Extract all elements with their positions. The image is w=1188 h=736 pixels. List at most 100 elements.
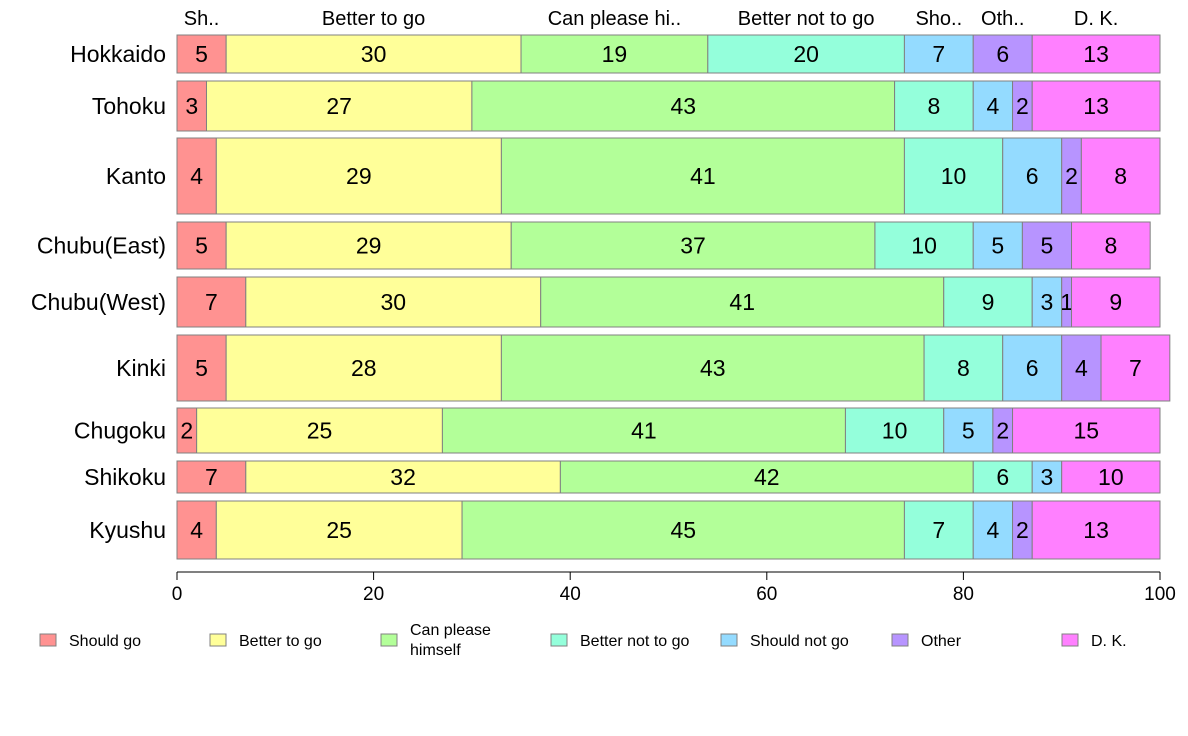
bar-segment <box>196 407 443 454</box>
legend-swatch <box>380 633 398 647</box>
x-axis: 0 20 40 60 80 100 <box>172 571 1176 605</box>
data-label: 19 <box>602 41 628 67</box>
bar-segment <box>1071 221 1151 270</box>
bar-row: 3 27 43 8 4 2 13 <box>176 80 1161 132</box>
legend-item: Should not go <box>720 633 849 650</box>
bar-segment <box>225 34 522 74</box>
data-label: 43 <box>670 93 696 119</box>
data-label: 8 <box>957 355 970 381</box>
bar-segment <box>1031 500 1161 560</box>
bar-row: 5 28 43 8 6 4 7 <box>176 334 1171 402</box>
bar-row: 5 29 37 10 5 5 8 <box>176 221 1151 270</box>
bar-row: 5 30 19 20 7 6 13 <box>176 34 1161 74</box>
bar-segment <box>874 221 974 270</box>
column-header-label: Can please hi.. <box>548 8 681 30</box>
data-label: 5 <box>195 41 208 67</box>
data-label: 4 <box>986 517 999 543</box>
bar-segment <box>176 334 227 402</box>
bar-segment <box>903 500 974 560</box>
bar-segment <box>1031 34 1161 74</box>
legend-label: Should go <box>69 633 141 650</box>
bar-segment <box>461 500 905 560</box>
data-label: 5 <box>1041 233 1054 259</box>
data-label: 6 <box>996 464 1009 490</box>
bar-segment <box>1012 407 1161 454</box>
data-label: 6 <box>1026 163 1039 189</box>
legend-item: Better to go <box>209 633 322 650</box>
legend-item: Should go <box>39 633 141 650</box>
bar-segment <box>471 80 896 132</box>
legend-label: Should not go <box>750 633 849 650</box>
bar-segment <box>972 80 1014 132</box>
bar-segment <box>972 500 1014 560</box>
bar-segment <box>1031 80 1161 132</box>
data-label: 7 <box>205 464 218 490</box>
bar-segment <box>245 460 561 494</box>
bar-segment <box>943 276 1033 328</box>
bar-segment <box>1002 137 1063 215</box>
bar-segment <box>520 34 709 74</box>
data-label: 15 <box>1073 418 1099 444</box>
legend-label: D. K. <box>1091 633 1127 650</box>
bar-segment <box>1031 460 1063 494</box>
data-label: 7 <box>205 289 218 315</box>
x-tick-label: 20 <box>363 584 384 605</box>
legend-label: Can please himself <box>410 622 491 659</box>
data-label: 7 <box>932 517 945 543</box>
bar-segment <box>176 137 217 215</box>
bar-row: 4 29 41 10 6 2 8 <box>176 137 1161 215</box>
data-label: 37 <box>680 233 706 259</box>
category-label: Kyushu <box>89 517 166 543</box>
data-label: 28 <box>351 355 377 381</box>
data-label: 45 <box>670 517 696 543</box>
data-label: 41 <box>631 418 657 444</box>
data-label: 43 <box>700 355 726 381</box>
category-label: Chugoku <box>74 418 166 444</box>
x-tick-label: 0 <box>172 584 183 605</box>
bar-segment <box>1071 276 1161 328</box>
column-header-label: Better to go <box>322 8 425 30</box>
data-label: 2 <box>1065 163 1078 189</box>
bar-segment <box>500 334 925 402</box>
data-label: 1 <box>1060 289 1073 315</box>
data-label: 4 <box>1075 355 1088 381</box>
bar-segment <box>943 407 994 454</box>
bar-segment <box>225 221 512 270</box>
data-label: 5 <box>195 355 208 381</box>
bar-segment <box>1002 334 1063 402</box>
category-labels: Hokkaido Tohoku Kanto Chubu(East) Chubu(West… <box>31 41 166 543</box>
bar-segment <box>540 276 945 328</box>
data-label: 8 <box>1104 233 1117 259</box>
bar-segment <box>500 137 905 215</box>
bar-segment <box>176 276 247 328</box>
data-label: 10 <box>1098 464 1124 490</box>
category-label: Chubu(East) <box>37 233 166 259</box>
legend-label: Better to go <box>239 633 322 650</box>
data-label: 3 <box>1041 464 1054 490</box>
data-label: 9 <box>982 289 995 315</box>
legend-item: Better not to go <box>550 633 690 650</box>
data-label: 13 <box>1083 41 1109 67</box>
bar-segment <box>1061 334 1102 402</box>
data-label: 6 <box>996 41 1009 67</box>
data-label: 27 <box>326 93 352 119</box>
bar-segment <box>176 500 217 560</box>
bar-segment <box>1061 460 1161 494</box>
bar-segment <box>441 407 846 454</box>
bar-segment <box>176 80 207 132</box>
data-label: 29 <box>346 163 372 189</box>
category-label: Hokkaido <box>70 41 166 67</box>
legend-swatch <box>1061 633 1079 647</box>
legend-label: Other <box>921 633 962 650</box>
data-label: 4 <box>986 93 999 119</box>
column-header-labels: Sh.. Better to go Can please hi.. Better no… <box>184 8 1119 30</box>
legend-swatch <box>720 633 738 647</box>
bar-segment <box>245 276 542 328</box>
data-label: 2 <box>180 418 193 444</box>
data-label: 25 <box>307 418 333 444</box>
category-label: Tohoku <box>92 93 166 119</box>
x-tick-label: 60 <box>756 584 777 605</box>
bar-segment <box>559 460 974 494</box>
bar-row: 2 25 41 10 5 2 15 <box>176 407 1161 454</box>
